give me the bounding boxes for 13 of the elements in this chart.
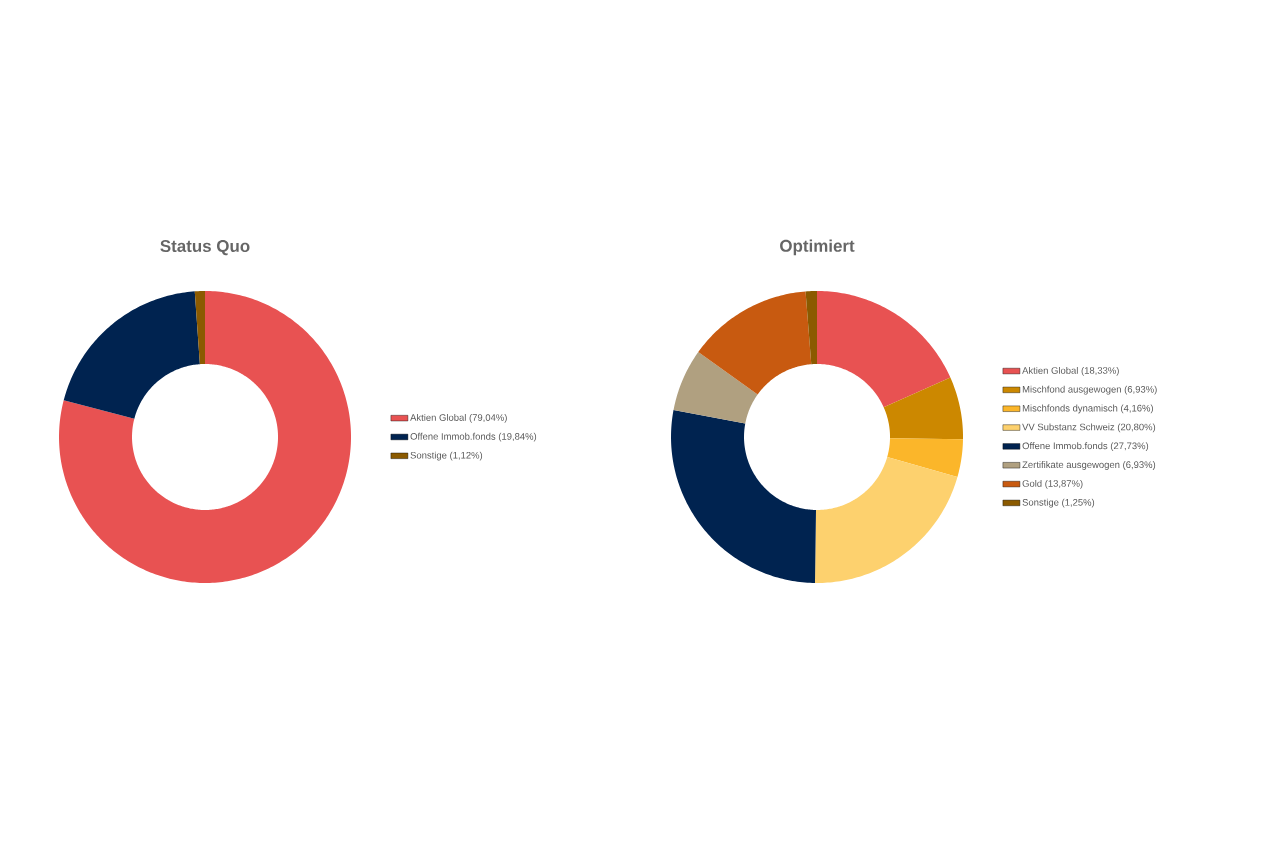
legend-label: Zertifikate ausgewogen (6,93%)	[1022, 461, 1156, 470]
legend-label: Offene Immob.fonds (27,73%)	[1022, 442, 1149, 452]
legend-label: Sonstige (1,25%)	[1022, 498, 1095, 508]
chart-title: Optimiert	[780, 239, 855, 256]
legend-label: Sonstige (1,12%)	[410, 451, 483, 461]
legend-label: Mischfond ausgewogen (6,93%)	[1022, 385, 1157, 395]
legend-label: Aktien Global (18,33%)	[1022, 366, 1119, 376]
legend-label: Gold (13,87%)	[1022, 479, 1083, 489]
legend-label: Offene Immob.fonds (19,84%)	[410, 432, 537, 442]
legend-label: Aktien Global (79,04%)	[410, 413, 507, 423]
legend-label: VV Substanz Schweiz (20,80%)	[1022, 423, 1156, 433]
legend-label: Mischfonds dynamisch (4,16%)	[1022, 404, 1153, 414]
chart-title: Status Quo	[160, 240, 250, 256]
